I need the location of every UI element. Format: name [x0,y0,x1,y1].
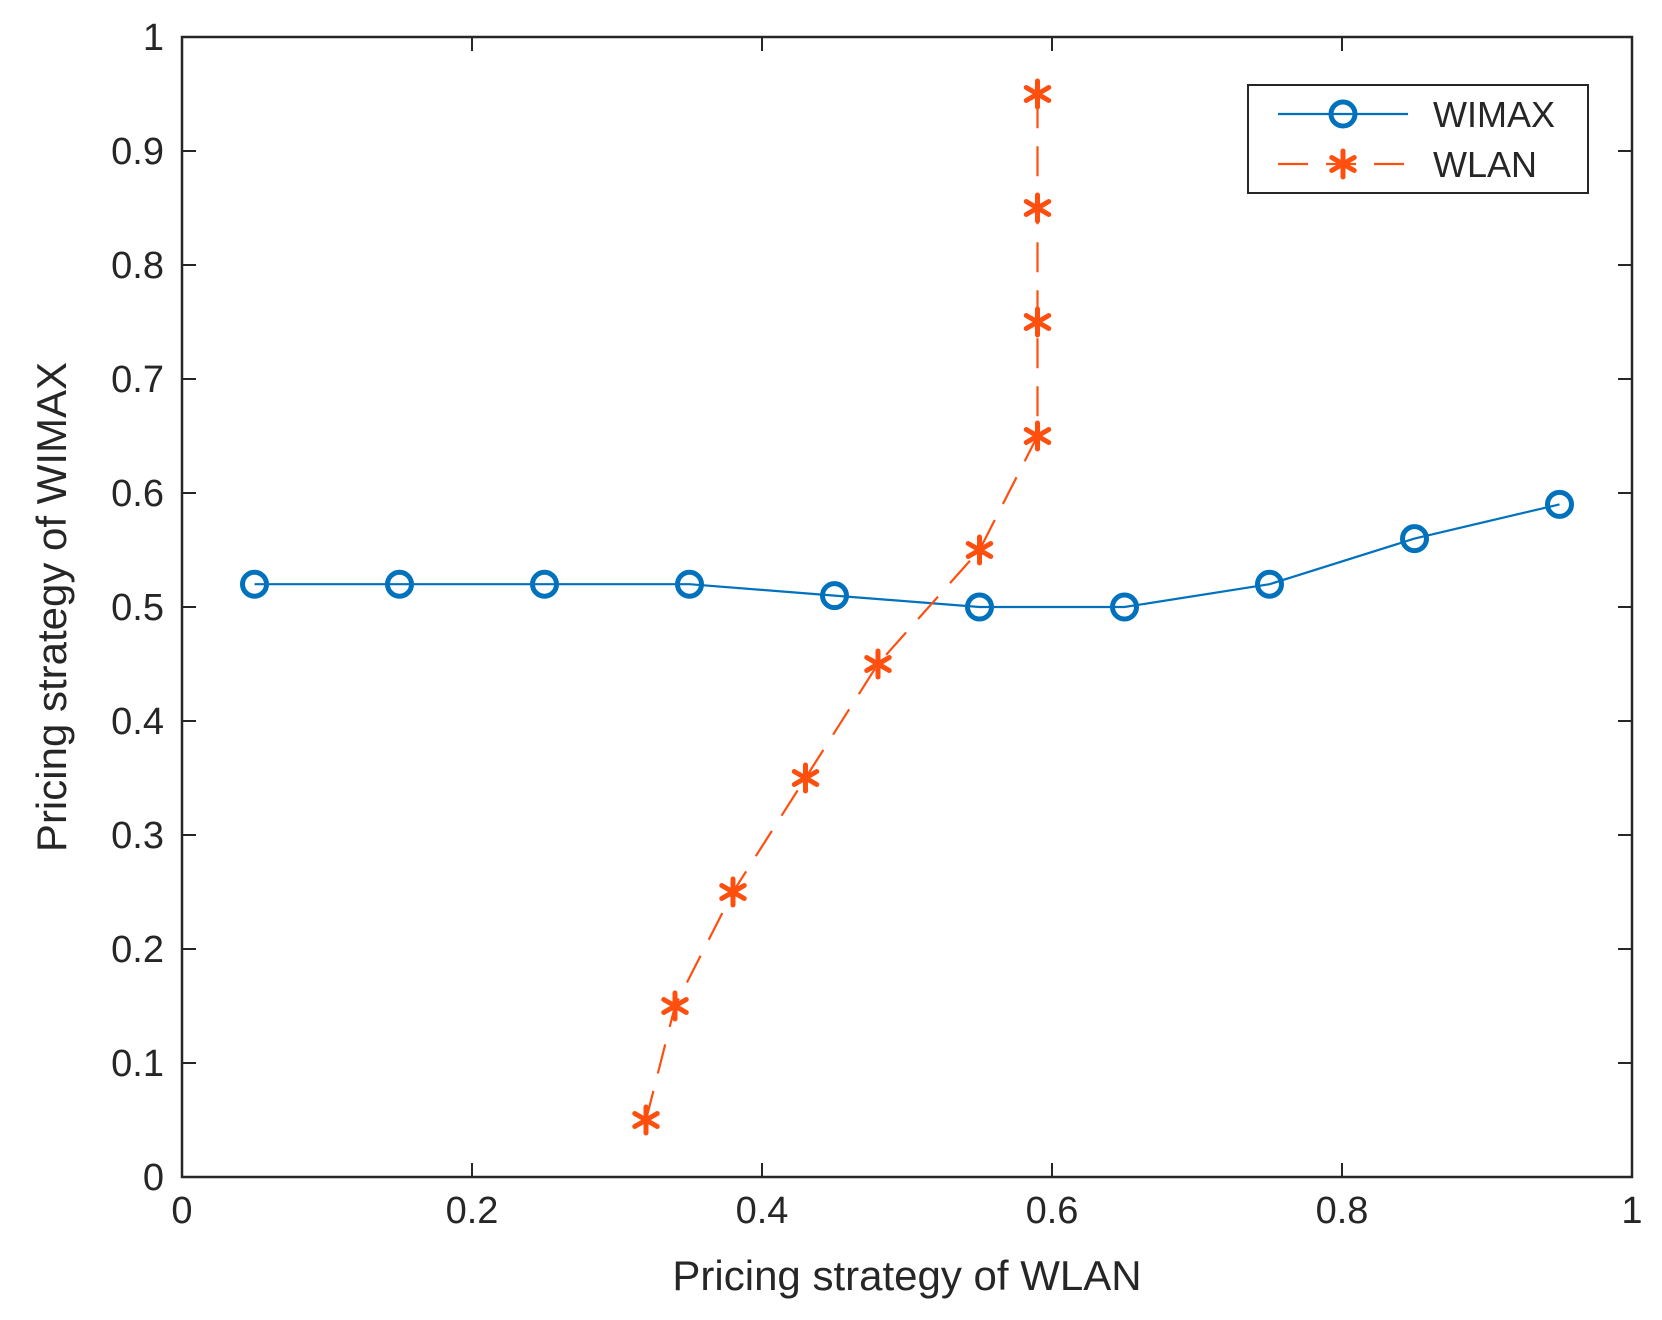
marker-stroke [661,997,689,1015]
series-layer [240,78,1574,1136]
y-tick-label: 0.6 [111,473,164,515]
y-tick-label: 0.3 [111,815,164,857]
series-wlan-point [1023,192,1052,224]
y-tick-label: 0.4 [111,701,164,743]
marker-stroke [719,883,747,901]
marker-stroke [1023,313,1052,331]
y-tick-label: 0.9 [111,131,164,173]
series-wlan-point [1023,78,1052,110]
series-wlan-point [791,762,820,794]
series-wlan-point [864,648,892,680]
y-tick-label: 0 [143,1157,164,1199]
series-wimax [240,489,1574,622]
y-tick-label: 0.5 [111,587,164,629]
legend-item-wimax: WIMAX [1278,94,1555,135]
legend-box [1247,84,1589,194]
axis-tick-labels: 0 0.2 0.4 0.6 0.8 1 0 0.1 0.2 0.3 0.4 0.5 0.6 0.7 0.8 0… [111,17,1642,1232]
marker-stroke [1329,155,1357,173]
marker-stroke [965,541,994,559]
series-wlan-point [965,534,994,566]
series-wimax-line [254,503,1560,609]
y-axis-title: Pricing strategy of WIMAX [28,362,75,852]
x-tick-label: 0.2 [446,1190,499,1232]
marker-stroke [791,769,820,787]
series-wlan-point [1023,420,1052,452]
series-wimax-point [240,569,269,599]
marker-stroke [864,655,892,673]
series-wimax-point [1400,524,1429,554]
series-wimax-point [385,569,414,599]
series-wlan-point [719,876,747,908]
axis-ticks [181,36,1633,1178]
series-wlan-line [644,94,1039,1121]
y-tick-label: 0.2 [111,929,164,971]
legend-label-wimax: WIMAX [1433,94,1555,135]
marker-stroke [1023,199,1052,217]
plot-area-frame [180,35,1634,1179]
x-tick-label: 0.8 [1316,1190,1369,1232]
x-tick-label: 1 [1621,1190,1642,1232]
marker-stroke [632,1111,660,1129]
legend: WIMAX WLAN [1247,84,1589,194]
legend-marker-wlan [1329,148,1357,180]
series-wlan-point [661,990,689,1022]
series-wimax-point [1110,592,1139,622]
series-wimax-point [1545,489,1574,519]
legend-item-wlan: WLAN [1278,144,1537,185]
y-tick-label: 0.8 [111,245,164,287]
series-wimax-point [1255,569,1284,599]
x-tick-label: 0.6 [1026,1190,1079,1232]
x-axis-title: Pricing strategy of WLAN [672,1252,1141,1299]
y-tick-label: 0.1 [111,1043,164,1085]
series-wimax-point [530,569,559,599]
series-wimax-point [965,592,994,622]
series-wlan-point [1023,306,1052,338]
legend-marker-wimax [1328,99,1358,129]
series-wlan [632,78,1052,1136]
series-wlan-point [632,1104,660,1136]
series-wimax-point [820,581,849,611]
y-tick-label: 1 [143,17,164,59]
marker-stroke [1023,85,1052,103]
x-tick-label: 0 [171,1190,192,1232]
marker-stroke [1023,427,1052,445]
series-wimax-point [675,569,704,599]
x-tick-label: 0.4 [736,1190,789,1232]
y-tick-label: 0.7 [111,359,164,401]
legend-label-wlan: WLAN [1433,144,1537,185]
